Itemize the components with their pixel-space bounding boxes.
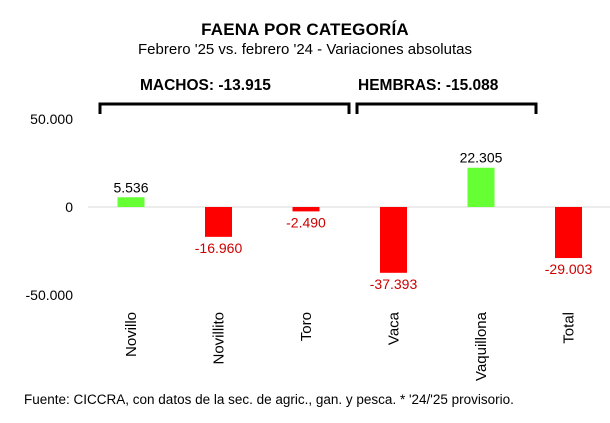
- y-tick-label: -50.000: [26, 287, 74, 303]
- x-tick-label: Vaquillona: [473, 311, 490, 381]
- chart-subtitle: Febrero '25 vs. febrero '24 - Variacione…: [138, 41, 472, 58]
- x-tick-label: Novillo: [123, 312, 140, 357]
- bar-vaca: [380, 207, 407, 273]
- bracket-hembras: [355, 102, 538, 114]
- data-label: -16.960: [195, 240, 243, 256]
- bar-novillo: [117, 197, 145, 207]
- bar-novillito: [205, 207, 232, 237]
- y-tick-label: 0: [65, 199, 73, 215]
- source-note: Fuente: CICCRA, con datos de la sec. de …: [24, 392, 514, 407]
- x-tick-label: Toro: [298, 312, 315, 341]
- bar-vaquillona: [467, 167, 495, 207]
- x-tick-label: Total: [561, 312, 578, 344]
- data-label: 5.536: [113, 179, 148, 195]
- x-tick-label: Novillito: [211, 312, 228, 365]
- y-tick-label: 50.000: [30, 111, 73, 127]
- group-label-hembras: HEMBRAS: -15.088: [358, 77, 499, 94]
- bar-toro: [292, 207, 320, 212]
- data-label: -37.393: [370, 276, 418, 292]
- group-label-machos: MACHOS: -13.915: [140, 77, 271, 94]
- x-tick-label: Vaca: [386, 311, 403, 345]
- bar-total: [555, 207, 582, 259]
- data-label: 22.305: [460, 150, 503, 166]
- data-label: -29.003: [545, 261, 593, 277]
- data-label: -2.490: [286, 214, 326, 230]
- bracket-machos: [98, 102, 351, 114]
- chart-title: FAENA POR CATEGORÍA: [201, 20, 409, 39]
